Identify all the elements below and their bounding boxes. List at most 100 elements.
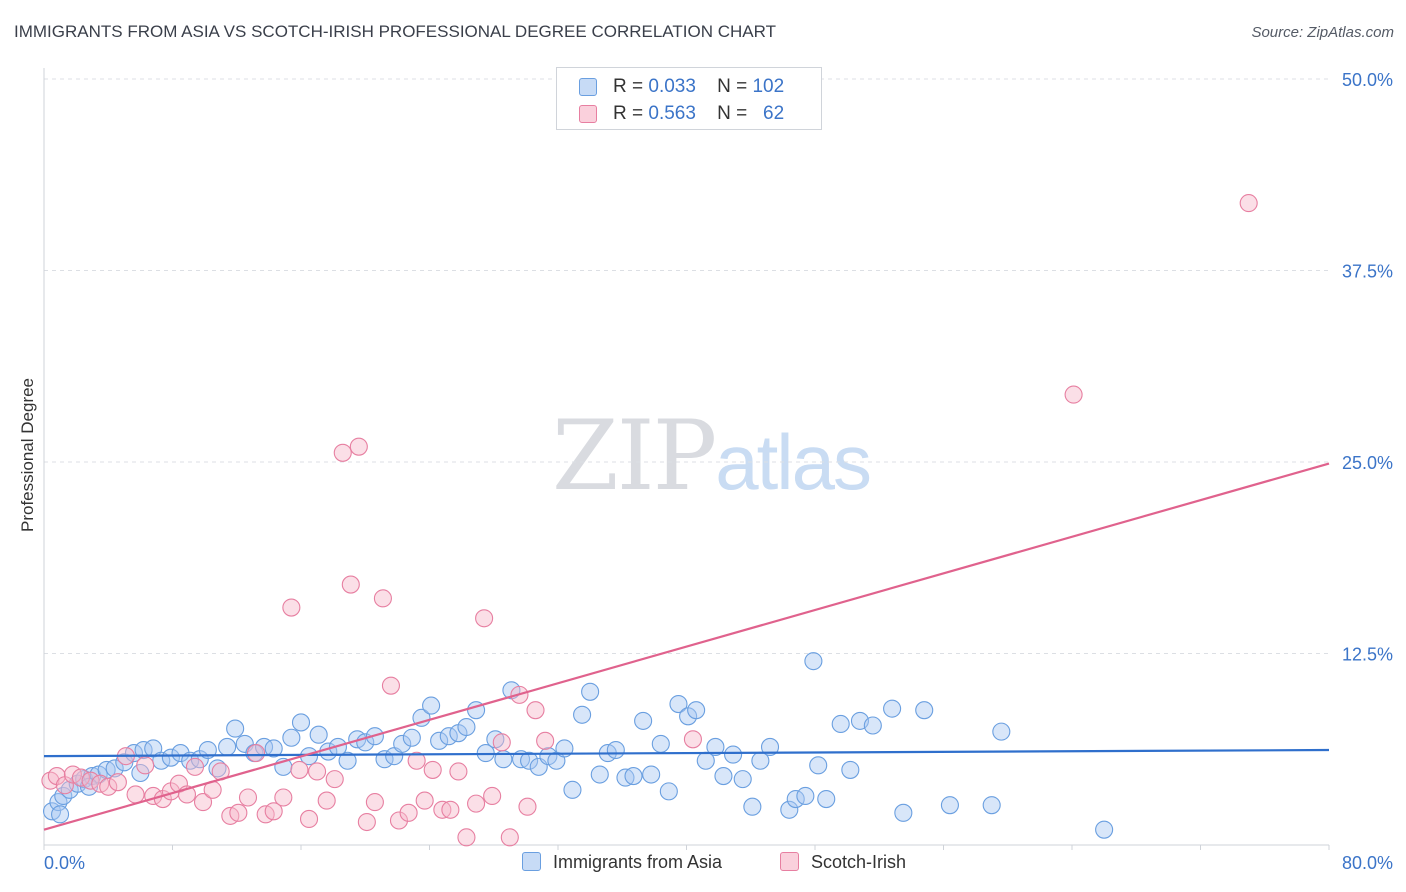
chart-title: IMMIGRANTS FROM ASIA VS SCOTCH-IRISH PRO… [14,22,776,41]
point-asia [430,731,449,750]
point-scotch-irish [423,760,442,779]
bottom-legend-swatch-scotch-irish [780,852,799,871]
point-scotch-irish [415,791,434,810]
point-asia [804,652,823,671]
legend-text-scotch-irish: R = 0.563 N = 62 [613,103,784,125]
x-tick-label: 80.0% [1342,853,1393,873]
legend-n-value: 62 [763,103,785,124]
source-label: Source: ZipAtlas.com [1251,24,1394,41]
point-asia [264,739,283,758]
point-scotch-irish [317,791,336,810]
point-asia [115,753,134,772]
point-scotch-irish [381,676,401,695]
point-scotch-irish [441,800,460,819]
legend-n-label: N = [717,76,748,97]
point-scotch-irish [457,828,476,847]
point-scotch-irish [246,744,266,763]
y-tick-label: 25.0% [1342,453,1393,473]
point-scotch-irish [475,609,494,628]
point-asia [706,737,725,757]
point-asia [841,760,860,779]
point-asia [743,797,762,816]
point-scotch-irish [238,788,258,807]
point-scotch-irish [389,811,409,830]
point-asia [883,699,902,718]
point-scotch-irish [1239,194,1258,213]
bottom-legend-label-asia: Immigrants from Asia [553,852,723,872]
bottom-legend-asia: Immigrants from Asia [522,852,722,873]
y-tick-label: 50.0% [1342,70,1393,90]
point-scotch-irish [365,793,384,812]
point-asia [606,740,625,760]
point-asia [940,796,959,815]
point-scotch-irish [325,770,344,789]
legend-text-asia: R = 0.033 N = 102 [613,76,784,98]
legend-n-label: N = [717,103,748,124]
point-scotch-irish [407,751,426,770]
point-asia [659,782,678,801]
point-scotch-irish [349,437,368,456]
point-scotch-irish [500,828,519,847]
point-asia [796,786,815,806]
legend-r-label: R = [613,76,644,97]
legend-swatch-scotch-irish [579,105,597,123]
legend-n-value: 102 [752,76,785,97]
point-asia [714,767,733,786]
point-asia [282,728,301,747]
point-asia [590,765,609,784]
point-scotch-irish [81,771,100,790]
point-asia [218,737,237,757]
bottom-legend-scotch-irish: Scotch-Irish [780,852,906,873]
point-asia [634,711,653,730]
point-scotch-irish [229,803,248,822]
point-asia [624,767,643,786]
point-asia [786,789,805,809]
point-asia [291,713,311,732]
point-asia [161,748,180,767]
point-scotch-irish [193,793,213,812]
point-asia [669,695,688,714]
legend-r-value: 0.563 [648,103,696,124]
point-asia [780,800,799,819]
trend-line-asia [43,748,1330,758]
x-tick-label: 0.0% [44,853,85,873]
point-asia [226,719,245,738]
point-scotch-irish [333,443,352,462]
point-asia [134,740,153,760]
point-asia [831,714,850,734]
point-scotch-irish [373,589,392,608]
point-scotch-irish [71,768,90,787]
point-scotch-irish [683,730,702,749]
point-asia [439,727,458,746]
correlation-legend: R = 0.033 N = 102 R = 0.563 N = 62 [556,67,822,130]
point-scotch-irish [290,760,309,779]
point-asia [817,789,836,809]
point-asia [309,725,328,744]
point-scotch-irish [399,803,418,822]
point-asia [992,722,1011,741]
point-scotch-irish [518,797,537,816]
point-asia [642,765,661,784]
point-scotch-irish [1064,385,1083,404]
bottom-legend-swatch-asia [522,852,541,871]
point-asia [402,728,421,747]
point-scotch-irish [274,788,293,807]
point-asia [208,759,227,778]
point-scotch-irish [282,598,301,617]
point-scotch-irish [136,756,155,775]
watermark-zip: ZIP [552,400,717,512]
point-asia [457,717,476,737]
point-asia [894,803,913,822]
trend-line-scotch-irish [43,462,1330,831]
point-asia [356,733,375,752]
point-asia [563,780,582,799]
point-scotch-irish [108,773,127,792]
point-asia [338,751,357,770]
point-asia [1095,820,1114,839]
point-asia [393,734,412,753]
point-asia [724,745,743,764]
point-scotch-irish [308,762,327,781]
point-asia [915,701,934,720]
bottom-legend-label-scotch-irish: Scotch-Irish [811,852,907,872]
